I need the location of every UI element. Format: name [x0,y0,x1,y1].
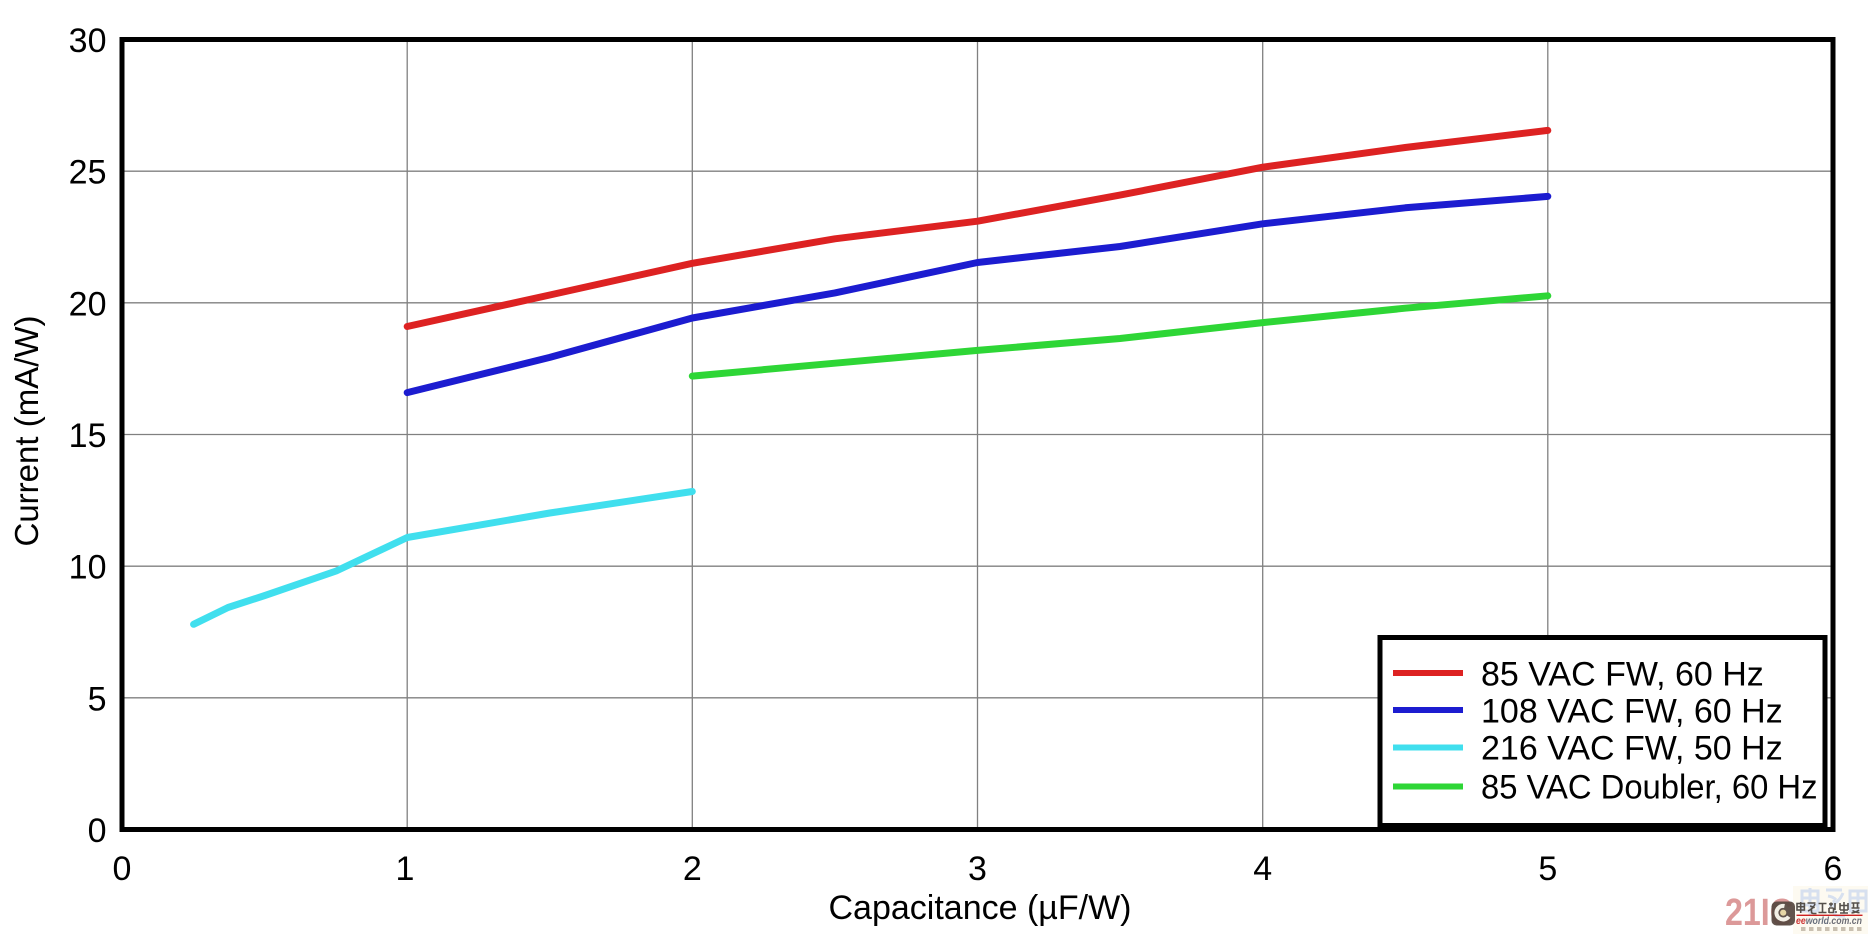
svg-text:85 VAC Doubler, 60 Hz: 85 VAC Doubler, 60 Hz [1481,769,1818,807]
svg-text:20: 20 [69,285,107,323]
svg-text:25: 25 [69,154,107,192]
svg-text:6: 6 [1824,850,1843,888]
svg-text:eeworld.com.cn: eeworld.com.cn [1796,915,1862,927]
svg-text:3: 3 [968,850,987,888]
svg-text:5: 5 [88,680,107,718]
svg-text:108 VAC FW, 60 Hz: 108 VAC FW, 60 Hz [1481,692,1783,730]
svg-text:4: 4 [1253,850,1272,888]
svg-text:2: 2 [683,850,702,888]
svg-text:Capacitance (µF/W): Capacitance (µF/W) [829,889,1132,927]
svg-text:1: 1 [396,850,415,888]
svg-text:0: 0 [113,850,132,888]
svg-text:15: 15 [69,417,107,455]
svg-text:85 VAC FW, 60 Hz: 85 VAC FW, 60 Hz [1481,655,1764,693]
svg-text:10: 10 [69,549,107,587]
svg-text:5: 5 [1538,850,1557,888]
svg-text:30: 30 [69,22,107,60]
svg-text:Current (mA/W): Current (mA/W) [8,316,45,547]
svg-text:216 VAC FW, 50 Hz: 216 VAC FW, 50 Hz [1481,730,1783,768]
svg-text:0: 0 [88,812,107,850]
